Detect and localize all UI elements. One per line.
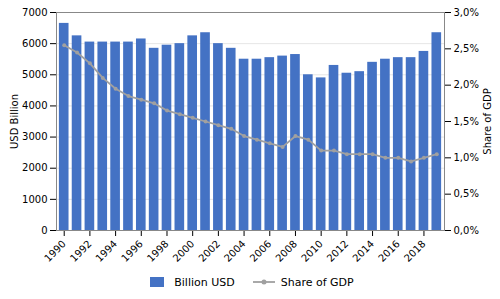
svg-text:1992: 1992 <box>68 238 94 264</box>
svg-text:6000: 6000 <box>22 38 47 49</box>
svg-text:1,5%: 1,5% <box>454 116 479 127</box>
svg-text:1000: 1000 <box>22 194 47 205</box>
svg-text:2016: 2016 <box>376 238 402 264</box>
svg-text:1998: 1998 <box>145 238 171 264</box>
svg-text:1994: 1994 <box>94 238 120 264</box>
svg-text:2008: 2008 <box>273 238 299 264</box>
svg-text:2,5%: 2,5% <box>454 43 479 54</box>
svg-text:2002: 2002 <box>196 238 222 264</box>
svg-text:USD Billion: USD Billion <box>9 94 20 149</box>
html-text:Share of GDP: Share of GDP <box>280 275 354 289</box>
svg-text:Share of GDP: Share of GDP <box>482 88 493 154</box>
svg-text:1990: 1990 <box>42 238 68 264</box>
svg-text:2018: 2018 <box>402 238 428 264</box>
svg-text:2006: 2006 <box>248 238 274 264</box>
svg-text:2012: 2012 <box>325 238 351 264</box>
svg-text:2010: 2010 <box>299 238 325 264</box>
svg-text:2000: 2000 <box>22 162 47 173</box>
svg-text:2004: 2004 <box>222 238 248 264</box>
svg-text:1,0%: 1,0% <box>454 152 479 163</box>
html-text:Billion USD: Billion USD <box>174 275 235 289</box>
svg-text:5000: 5000 <box>22 69 47 80</box>
svg-text:4000: 4000 <box>22 100 47 111</box>
svg-text:2000: 2000 <box>171 238 197 264</box>
svg-text:0,0%: 0,0% <box>454 225 479 236</box>
svg-text:2,0%: 2,0% <box>454 79 479 90</box>
svg-text:7000: 7000 <box>22 7 47 18</box>
svg-text:3,0%: 3,0% <box>454 7 479 18</box>
svg-text:1996: 1996 <box>119 238 145 264</box>
svg-text:2014: 2014 <box>350 238 376 264</box>
svg-text:3000: 3000 <box>22 131 47 142</box>
svg-text:0: 0 <box>41 225 47 236</box>
svg-text:0,5%: 0,5% <box>454 188 479 199</box>
